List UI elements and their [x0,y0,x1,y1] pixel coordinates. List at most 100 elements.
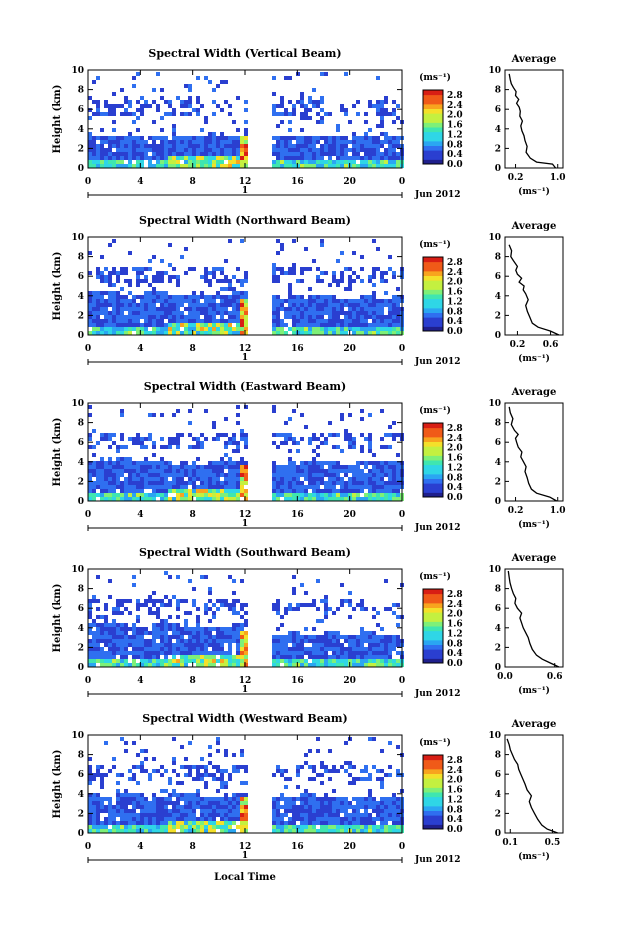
heatmap-cell [196,331,200,335]
heatmap-cell [360,315,364,319]
heatmap-cell [376,148,380,152]
heatmap-cell [140,805,144,809]
heatmap-cell [200,757,204,761]
heatmap-cell [160,789,164,793]
heatmap-cell [284,805,288,809]
heatmap-cell [292,813,296,817]
heatmap-cell [140,489,144,493]
heatmap-cell [276,639,280,643]
heatmap-cell [396,497,400,501]
heatmap-cell [88,829,92,833]
heatmap-cell [324,793,328,797]
heatmap-cell [192,809,196,813]
heatmap-cell [208,663,212,667]
heatmap-cell [96,295,100,299]
heatmap-cell [176,493,180,497]
colorbar-tick-label: 0.0 [447,327,463,337]
heatmap-cell [364,813,368,817]
heatmap-cell [112,469,116,473]
heatmap-cell [188,445,192,449]
heatmap-cell [376,813,380,817]
heatmap-cell [220,801,224,805]
heatmap-cell [236,623,240,627]
heatmap-cell [188,433,192,437]
heatmap-cell [304,493,308,497]
heatmap-cell [236,769,240,773]
heatmap-cell [208,655,212,659]
heatmap-cell [280,136,284,140]
heatmap-cell [156,635,160,639]
heatmap-cell [344,433,348,437]
heatmap-cell [204,136,208,140]
heatmap-cell [220,136,224,140]
heatmap-cell [112,303,116,307]
heatmap-cell [148,473,152,477]
heatmap-cell [108,639,112,643]
heatmap-cell [228,631,232,635]
heatmap-cell [316,813,320,817]
heatmap-cell [220,80,224,84]
heatmap-cell [140,817,144,821]
heatmap-cell [388,489,392,493]
heatmap-cell [164,659,168,663]
heatmap-cell [112,635,116,639]
heatmap-cell [128,801,132,805]
heatmap-cell [228,295,232,299]
heatmap-cell [120,323,124,327]
heatmap-cell [196,765,200,769]
heatmap-cell [208,80,212,84]
heatmap-cell [200,148,204,152]
heatmap-cell [244,461,248,465]
heatmap-cell [392,303,396,307]
heatmap-cell [332,473,336,477]
heatmap-cell [280,769,284,773]
heatmap-cell [340,307,344,311]
heatmap-cell [96,813,100,817]
heatmap-cell [92,651,96,655]
heatmap-cell [88,271,92,275]
heatmap-cell [340,160,344,164]
heatmap-cell [124,323,128,327]
heatmap-cell [220,299,224,303]
heatmap-cell [328,797,332,801]
heatmap-cell [180,805,184,809]
heatmap-cell [184,809,188,813]
heatmap-cell [116,307,120,311]
heatmap-cell [272,405,276,409]
heatmap-cell [296,477,300,481]
heatmap-cell [280,160,284,164]
heatmap-cell [148,817,152,821]
heatmap-cell [160,643,164,647]
heatmap-cell [236,817,240,821]
heatmap-cell [304,160,308,164]
heatmap-cell [332,635,336,639]
heatmap-cell [128,777,132,781]
heatmap-cell [240,319,244,323]
heatmap-cell [128,140,132,144]
heatmap-cell [224,825,228,829]
heatmap-cell [204,797,208,801]
heatmap-cell [340,449,344,453]
heatmap-cell [292,497,296,501]
heatmap-cell [228,144,232,148]
heatmap-cell [288,777,292,781]
heatmap-cell [116,319,120,323]
heatmap-cell [172,465,176,469]
heatmap-cell [392,299,396,303]
heatmap-cell [356,651,360,655]
heatmap-cell [124,497,128,501]
heatmap-cell [328,607,332,611]
heatmap-cell [228,817,232,821]
heatmap-cell [148,136,152,140]
heatmap-cell [360,417,364,421]
heatmap-cell [352,469,356,473]
heatmap-cell [152,152,156,156]
x-tick-label: 20 [343,510,356,520]
heatmap-cell [220,473,224,477]
heatmap-cell [224,441,228,445]
heatmap-cell [308,765,312,769]
heatmap-cell [364,140,368,144]
heatmap-cell [112,607,116,611]
heatmap-cell [124,136,128,140]
heatmap-cell [228,655,232,659]
